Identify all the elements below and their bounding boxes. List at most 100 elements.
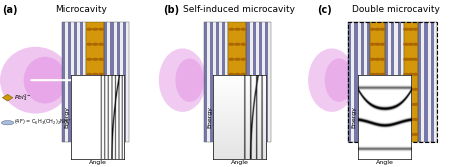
Circle shape <box>235 104 240 105</box>
Circle shape <box>404 28 409 30</box>
Bar <box>421 22 424 142</box>
Circle shape <box>380 134 385 135</box>
Circle shape <box>87 104 91 105</box>
Circle shape <box>409 89 413 90</box>
Circle shape <box>404 89 409 90</box>
Circle shape <box>99 58 104 60</box>
Circle shape <box>99 89 104 90</box>
Circle shape <box>235 134 240 135</box>
Circle shape <box>375 119 380 120</box>
Bar <box>367 22 370 142</box>
Bar <box>107 22 110 142</box>
Circle shape <box>375 28 380 30</box>
Bar <box>385 22 388 142</box>
Circle shape <box>229 89 234 90</box>
Circle shape <box>87 58 91 60</box>
Bar <box>262 22 265 142</box>
Polygon shape <box>2 94 13 101</box>
Circle shape <box>380 43 385 45</box>
Circle shape <box>241 119 246 120</box>
Circle shape <box>413 73 418 75</box>
Circle shape <box>229 73 234 75</box>
Circle shape <box>380 73 385 75</box>
Circle shape <box>93 134 98 135</box>
Bar <box>117 22 119 142</box>
Bar <box>62 22 86 142</box>
Bar <box>370 22 385 142</box>
Circle shape <box>413 119 418 120</box>
Bar <box>119 22 123 142</box>
Circle shape <box>99 28 104 30</box>
Bar <box>222 22 225 142</box>
Circle shape <box>241 28 246 30</box>
Circle shape <box>87 43 91 45</box>
Circle shape <box>229 104 234 105</box>
Bar <box>123 22 126 142</box>
Circle shape <box>229 119 234 120</box>
Text: Double microcavity: Double microcavity <box>352 5 440 14</box>
Circle shape <box>375 89 380 90</box>
Ellipse shape <box>24 57 66 104</box>
Circle shape <box>93 58 98 60</box>
Bar <box>259 22 262 142</box>
Ellipse shape <box>159 48 206 112</box>
Text: Self-induced microcavity: Self-induced microcavity <box>183 5 295 14</box>
Circle shape <box>87 134 91 135</box>
Circle shape <box>93 89 98 90</box>
Bar <box>265 22 268 142</box>
Circle shape <box>413 28 418 30</box>
Circle shape <box>404 119 409 120</box>
Bar <box>398 22 401 142</box>
Text: (b): (b) <box>164 5 180 15</box>
Bar <box>86 22 104 142</box>
Circle shape <box>235 73 240 75</box>
Circle shape <box>413 104 418 105</box>
Circle shape <box>99 43 104 45</box>
Bar <box>428 22 431 142</box>
Bar <box>126 22 129 142</box>
Bar <box>80 22 83 142</box>
Circle shape <box>404 58 409 60</box>
Y-axis label: Energy: Energy <box>207 106 212 128</box>
Bar <box>388 22 391 142</box>
Circle shape <box>87 119 91 120</box>
Circle shape <box>93 28 98 30</box>
Circle shape <box>370 104 374 105</box>
Circle shape <box>87 89 91 90</box>
Ellipse shape <box>308 48 356 112</box>
Bar <box>104 22 107 142</box>
Bar <box>255 22 259 142</box>
Circle shape <box>241 89 246 90</box>
Circle shape <box>235 28 240 30</box>
Bar <box>348 22 351 142</box>
Circle shape <box>229 58 234 60</box>
Circle shape <box>380 119 385 120</box>
Circle shape <box>413 43 418 45</box>
Circle shape <box>404 73 409 75</box>
Circle shape <box>375 58 380 60</box>
Bar <box>213 22 216 142</box>
Bar <box>204 22 228 142</box>
Bar <box>104 22 129 142</box>
Circle shape <box>404 43 409 45</box>
Bar <box>404 22 418 142</box>
Bar <box>64 22 68 142</box>
Bar <box>68 22 71 142</box>
Bar <box>110 22 114 142</box>
Circle shape <box>87 28 91 30</box>
Circle shape <box>241 58 246 60</box>
Text: PbI$_4^{2-}$: PbI$_4^{2-}$ <box>14 92 32 103</box>
Bar <box>62 22 64 142</box>
Bar <box>364 22 367 142</box>
Ellipse shape <box>175 58 204 102</box>
Circle shape <box>380 58 385 60</box>
Circle shape <box>413 58 418 60</box>
Circle shape <box>409 58 413 60</box>
Circle shape <box>93 73 98 75</box>
Bar <box>207 22 210 142</box>
Circle shape <box>409 119 413 120</box>
Bar <box>431 22 434 142</box>
Circle shape <box>404 134 409 135</box>
Circle shape <box>99 119 104 120</box>
Circle shape <box>235 89 240 90</box>
